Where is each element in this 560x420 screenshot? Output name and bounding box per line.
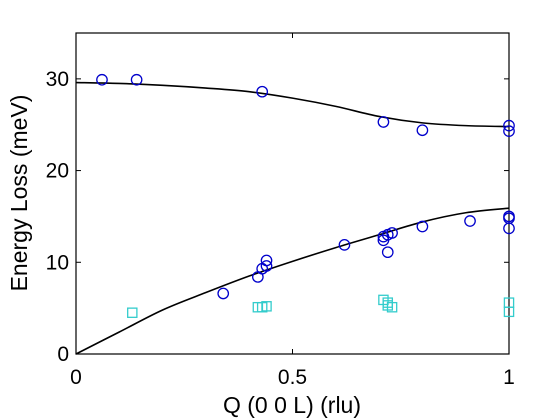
circle-marker [260, 260, 273, 272]
x-tick-label: 0 [70, 366, 82, 389]
square-marker [386, 301, 398, 313]
fit-curve-2 [75, 207, 510, 355]
y-axis-label: Energy Loss (meV) [6, 95, 32, 292]
x-tick-label: 1 [503, 366, 515, 389]
y-tick-label: 20 [46, 160, 69, 183]
circle-marker [217, 287, 230, 300]
circle-marker [416, 220, 429, 233]
y-tick-label: 30 [46, 68, 69, 91]
circle-marker [503, 125, 515, 137]
plot-box [75, 32, 510, 355]
square-marker [261, 301, 272, 312]
plot-frame [75, 32, 510, 355]
circle-marker [503, 210, 515, 223]
circle-marker [338, 239, 351, 251]
circle-marker [260, 254, 273, 267]
circle-marker [256, 85, 269, 98]
circle-marker [416, 124, 429, 137]
y-tick-label: 10 [46, 251, 69, 274]
fit-curves [75, 81, 510, 355]
square-marker [503, 306, 515, 318]
circle-marker [503, 222, 515, 235]
data-markers [96, 73, 515, 318]
circle-marker [381, 246, 394, 259]
circle-marker [386, 227, 398, 239]
circle-marker [503, 119, 515, 132]
axis-ticks [75, 33, 510, 355]
x-axis-label: Q (0 0 L) (rlu) [223, 392, 361, 418]
square-marker [127, 307, 138, 318]
y-tick-label: 0 [57, 343, 69, 366]
circle-marker [96, 73, 108, 86]
fit-curve-1 [75, 81, 510, 128]
circle-marker [377, 116, 390, 128]
circle-marker [130, 73, 143, 86]
x-tick-label: 0.5 [278, 366, 307, 389]
circle-marker [464, 215, 476, 227]
